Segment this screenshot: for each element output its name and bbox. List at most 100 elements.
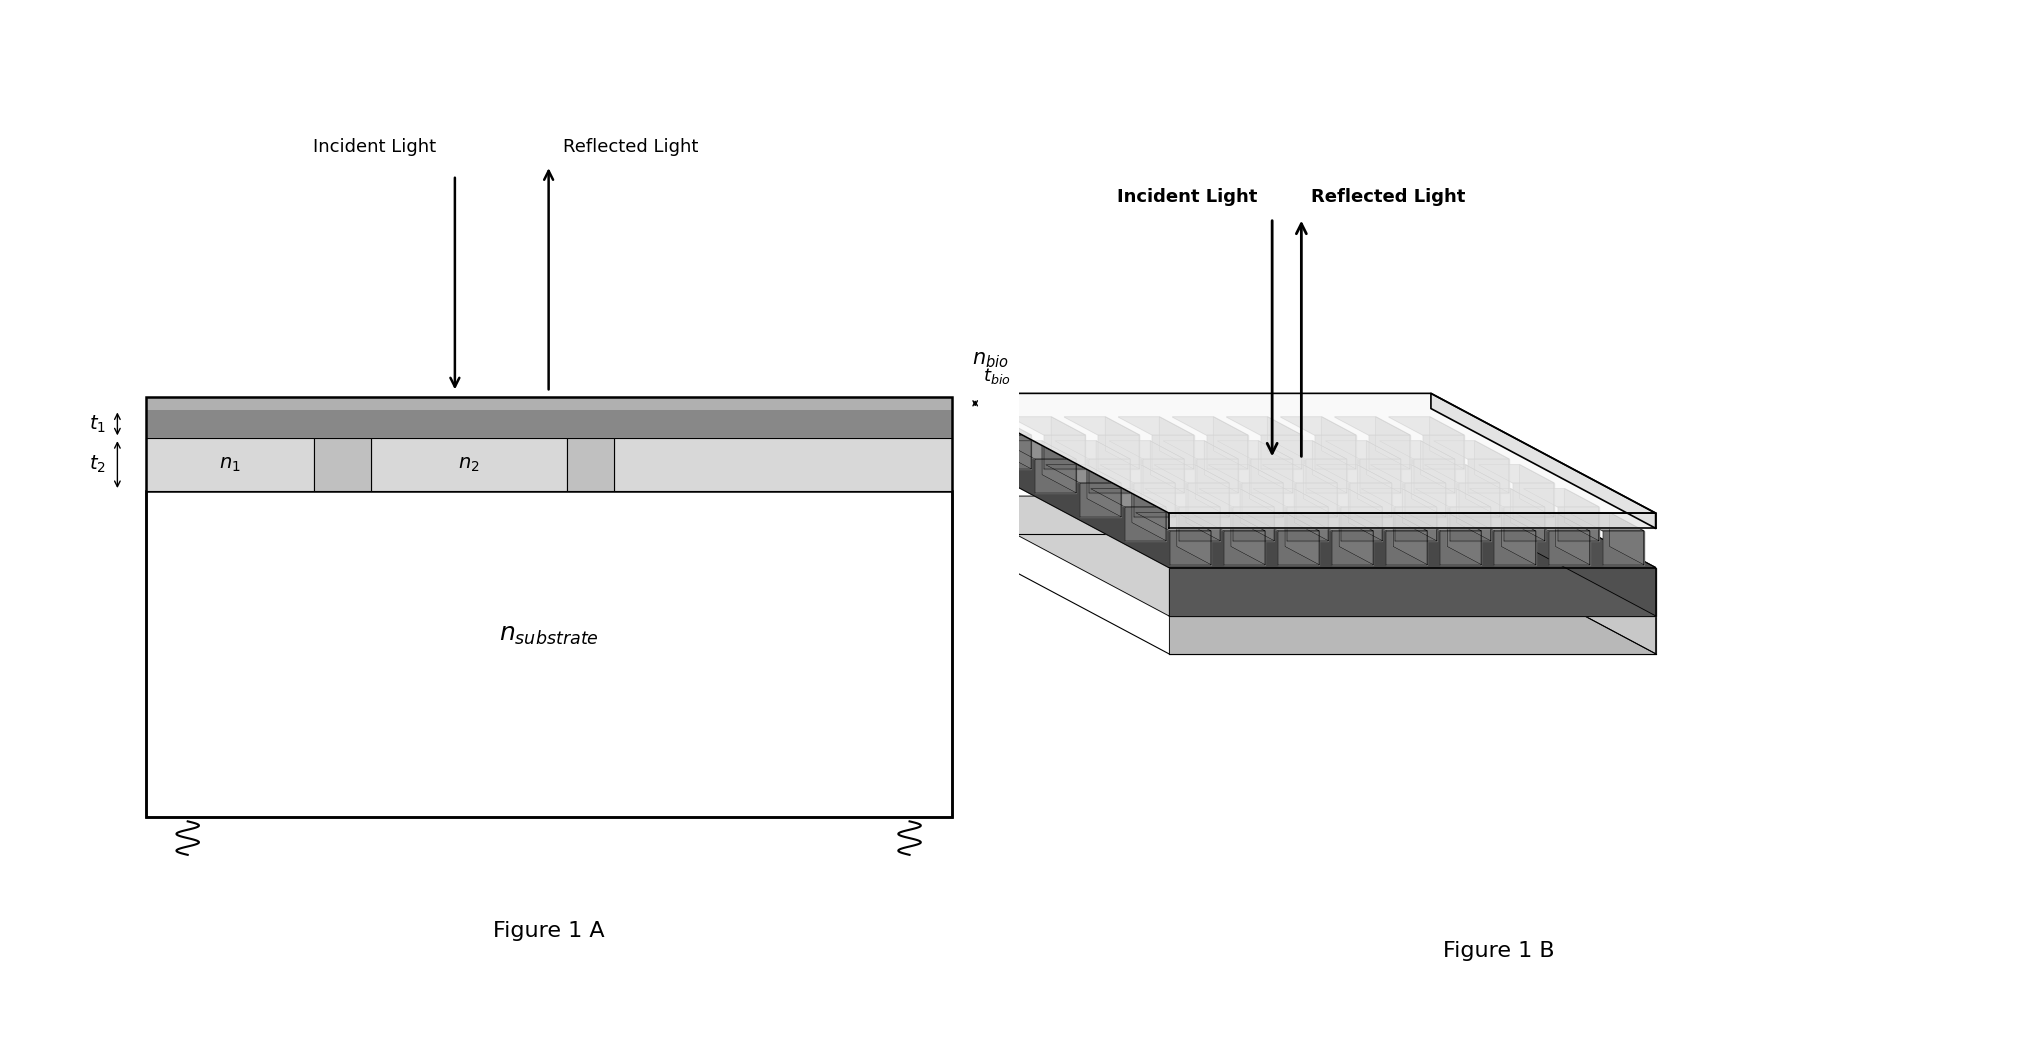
Polygon shape [1520,465,1553,516]
Polygon shape [1504,507,1545,540]
Polygon shape [1425,465,1500,483]
Polygon shape [1227,417,1302,435]
Polygon shape [1098,435,1139,468]
Polygon shape [1315,435,1355,468]
Polygon shape [1461,513,1535,531]
Polygon shape [1396,507,1437,540]
Bar [314,438,371,491]
Polygon shape [1101,465,1176,483]
Polygon shape [1304,465,1337,516]
Polygon shape [1213,417,1247,468]
Polygon shape [1433,441,1508,459]
Polygon shape [1278,531,1319,564]
Polygon shape [1225,531,1266,564]
Polygon shape [944,448,1655,567]
Polygon shape [1414,489,1490,507]
Polygon shape [1001,441,1076,459]
Polygon shape [944,393,1655,513]
Polygon shape [1565,489,1598,540]
Polygon shape [1176,513,1211,564]
Polygon shape [1431,417,1463,468]
Polygon shape [1204,441,1239,492]
Polygon shape [1035,459,1076,492]
Polygon shape [1370,465,1445,483]
Bar [145,491,952,816]
Text: Reflected Light: Reflected Light [1310,188,1465,206]
Polygon shape [1296,483,1337,516]
Polygon shape [1180,507,1221,540]
Polygon shape [1141,465,1176,516]
Text: Figure 1 B: Figure 1 B [1443,941,1555,961]
Polygon shape [1198,459,1239,492]
Text: Incident Light: Incident Light [1117,188,1257,206]
Polygon shape [1510,489,1545,540]
Text: $n_{substrate}$: $n_{substrate}$ [499,623,599,646]
Polygon shape [1349,489,1382,540]
Polygon shape [1272,441,1347,459]
Polygon shape [1376,417,1410,468]
Polygon shape [1194,465,1229,516]
Polygon shape [1414,459,1455,492]
Polygon shape [1233,507,1274,540]
Polygon shape [1280,417,1355,435]
Bar [145,409,952,438]
Polygon shape [1359,459,1400,492]
Polygon shape [1459,483,1500,516]
Polygon shape [1170,567,1655,616]
Polygon shape [1469,489,1545,507]
Polygon shape [1217,441,1292,459]
Polygon shape [1367,441,1400,492]
Polygon shape [1160,417,1194,468]
Polygon shape [1351,483,1392,516]
Text: $n_2$: $n_2$ [459,455,479,474]
Polygon shape [1325,441,1400,459]
Polygon shape [1188,483,1229,516]
Polygon shape [1333,531,1374,564]
Text: $n_1$: $n_1$ [218,455,240,474]
Polygon shape [1041,441,1076,492]
Bar [371,438,567,491]
Polygon shape [1341,507,1382,540]
Polygon shape [1447,513,1482,564]
Polygon shape [1294,489,1329,540]
Polygon shape [1253,489,1329,507]
Polygon shape [1465,465,1500,516]
Polygon shape [1249,465,1284,516]
Polygon shape [1404,483,1445,516]
Polygon shape [1502,513,1535,564]
Polygon shape [1610,513,1645,564]
Polygon shape [990,435,1031,468]
Polygon shape [1569,513,1645,531]
Polygon shape [1323,417,1355,468]
Polygon shape [1268,417,1302,468]
Polygon shape [1170,531,1211,564]
Polygon shape [1243,483,1284,516]
Polygon shape [1317,465,1392,483]
Polygon shape [1431,448,1655,616]
Polygon shape [997,417,1031,468]
Polygon shape [1306,489,1382,507]
Polygon shape [1206,435,1247,468]
Polygon shape [1133,483,1176,516]
Polygon shape [1423,435,1463,468]
Polygon shape [1402,489,1437,540]
Polygon shape [1045,465,1121,483]
Polygon shape [1239,489,1274,540]
Polygon shape [1090,489,1166,507]
Polygon shape [1286,513,1319,564]
Polygon shape [1170,616,1655,654]
Polygon shape [1306,459,1347,492]
Polygon shape [1549,531,1590,564]
Bar [567,438,613,491]
Polygon shape [1298,513,1374,531]
Polygon shape [1467,459,1508,492]
Polygon shape [1406,513,1482,531]
Text: $t_{bio}$: $t_{bio}$ [982,365,1011,385]
Polygon shape [1312,441,1347,492]
Polygon shape [1602,531,1645,564]
Polygon shape [944,497,1655,616]
Polygon shape [1480,465,1553,483]
Polygon shape [1420,441,1455,492]
Polygon shape [1380,441,1455,459]
Polygon shape [1476,441,1508,492]
